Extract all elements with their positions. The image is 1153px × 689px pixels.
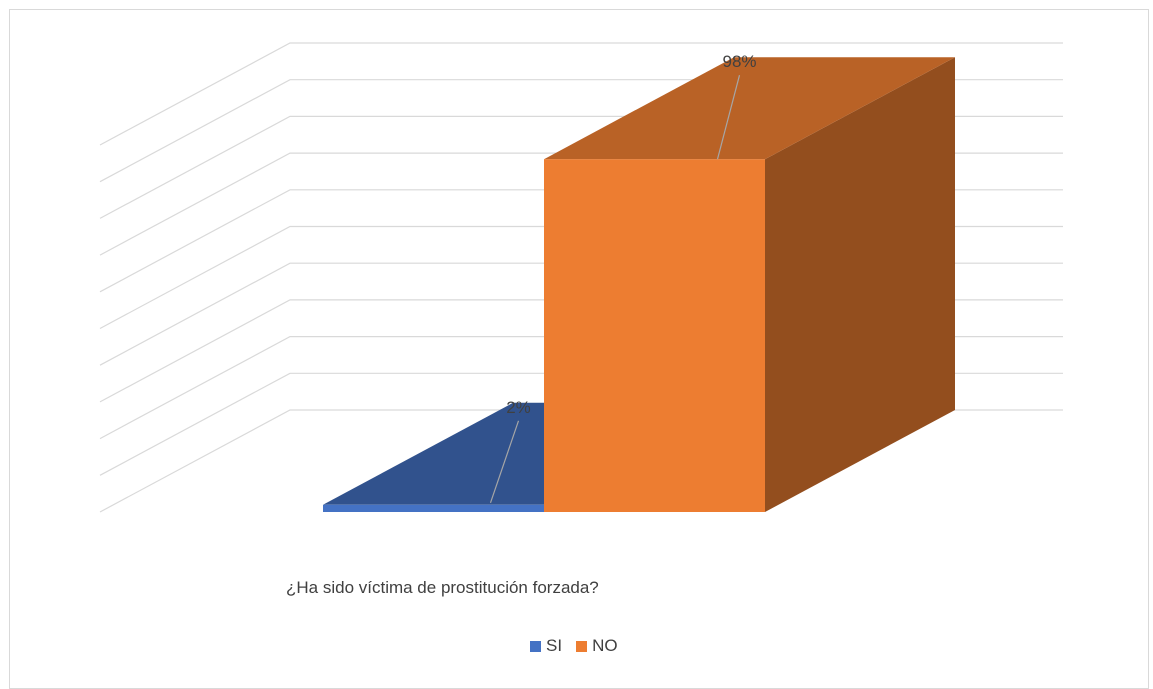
bars [323, 57, 955, 512]
legend-swatch-si [530, 640, 541, 652]
legend-label-si: SI [546, 636, 563, 655]
legend-label-no: NO [592, 636, 618, 655]
bar-front-si [323, 504, 544, 512]
legend-item-no: NO [576, 636, 618, 656]
bar-top-no [544, 57, 955, 160]
gridline [99, 42, 1063, 146]
bar-side-no [765, 57, 955, 512]
legend: SI NO [530, 636, 618, 656]
bar-front-no [544, 159, 765, 512]
data-labels: 2% 98% [489, 52, 757, 503]
chart-canvas: 2% 98% [99, 42, 1063, 513]
data-label-no: 98% [722, 52, 756, 71]
leader-line-no [716, 75, 741, 160]
legend-item-si: SI [530, 636, 562, 656]
category-axis-label: ¿Ha sido víctima de prostitución forzada… [286, 578, 599, 597]
leader-line-si [489, 420, 520, 503]
data-label-si: 2% [506, 398, 531, 417]
legend-swatch-no [576, 640, 588, 652]
